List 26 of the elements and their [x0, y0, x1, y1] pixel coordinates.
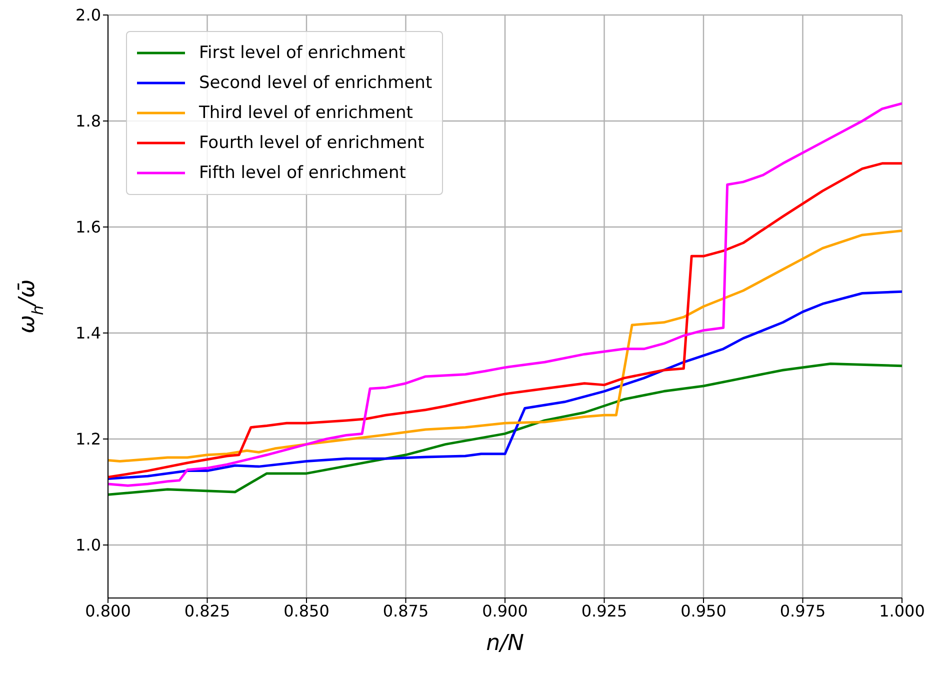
x-tick-label: 0.950	[680, 601, 726, 620]
y-tick-label: 1.0	[76, 536, 101, 555]
y-tick-label: 1.2	[76, 430, 101, 449]
x-tick-label: 0.975	[780, 601, 826, 620]
line-series	[108, 162, 902, 478]
line-series	[108, 290, 902, 480]
x-tick-label: 0.900	[482, 601, 528, 620]
x-tick-label: 1.000	[879, 601, 925, 620]
x-tick-label: 0.800	[85, 601, 131, 620]
legend-label: Second level of enrichment	[199, 73, 432, 93]
x-tick-label: 0.925	[581, 601, 628, 620]
x-tick-label: 0.850	[284, 601, 330, 620]
x-tick-label: 0.825	[184, 601, 230, 620]
y-tick-label: 1.6	[76, 218, 101, 237]
legend-label: Third level of enrichment	[199, 103, 413, 123]
line-series	[108, 102, 902, 487]
x-tick-label: 0.875	[382, 601, 429, 620]
y-tick-label: 2.0	[76, 6, 101, 25]
legend-label: First level of enrichment	[199, 43, 406, 63]
line-series	[108, 362, 902, 496]
y-tick-label: 1.8	[76, 112, 101, 131]
legend-label: Fourth level of enrichment	[199, 133, 424, 153]
legend-label: Fifth level of enrichment	[199, 163, 406, 183]
line-series	[108, 229, 902, 463]
y-tick-label: 1.4	[76, 324, 101, 343]
x-axis-title: n/N	[486, 631, 524, 656]
